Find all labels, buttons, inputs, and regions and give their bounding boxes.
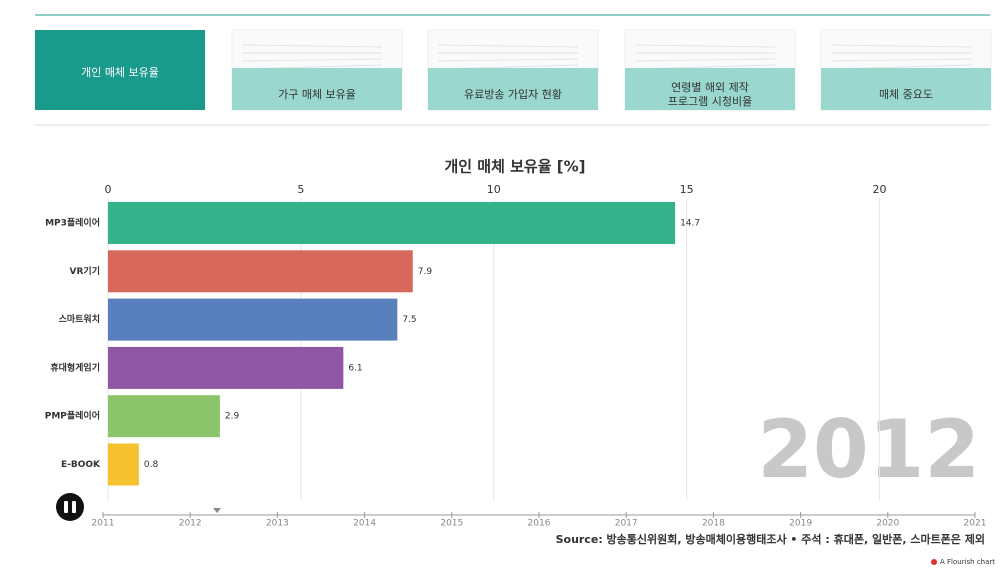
category-label: 스마트워치 [59,313,100,325]
category-label: PMP플레이어 [45,410,100,422]
thumbnail-line [241,58,383,62]
thumbnail-line [437,44,579,48]
pause-icon [72,501,76,513]
thumbnail-line [830,44,972,48]
timeline-label[interactable]: 2011 [92,519,115,529]
x-tick-label: 5 [297,183,304,196]
source: Source: 방송통신위원회, 방송매체이용행태조사 • 주석 : 휴대폰, … [556,532,985,546]
timeline-label[interactable]: 2019 [789,519,812,529]
x-tick-label: 10 [487,183,501,196]
tab-active[interactable] [35,30,205,110]
credit[interactable]: A Flourish chart [940,558,995,566]
timeline-label[interactable]: 2012 [179,519,202,529]
bar [108,346,344,389]
category-label: 휴대형게임기 [50,361,100,373]
timeline-label[interactable]: 2018 [702,519,725,529]
thumbnail-line [830,58,972,62]
value-label: 2.9 [225,412,240,422]
tab-label: 매체 중요도 [879,88,933,101]
bar [108,202,676,244]
timeline-label[interactable]: 2020 [876,519,899,529]
tab-overlay [232,68,402,110]
timeline-label[interactable]: 2017 [615,519,638,529]
timeline-label[interactable]: 2016 [528,519,551,529]
tab-label: 프로그램 시청비율 [668,95,752,108]
x-tick-label: 0 [105,183,112,196]
pause-icon [64,501,68,513]
timeline: 2011 2012 2013 2014 2015 2016 2017 2018 2019 2020… [56,493,986,529]
thumbnail-line [241,44,383,48]
value-label: 6.1 [348,363,362,373]
thumbnail-line [634,58,776,62]
tab-overlay [428,68,598,110]
value-label: 7.9 [418,267,433,277]
timeline-label[interactable]: 2013 [266,519,289,529]
category-label: E-BOOK [61,460,101,470]
chart-title: 개인 매체 보유율 [%] [444,158,585,176]
tab-label: 개인 매체 보유율 [81,66,159,79]
thumbnail-line [634,44,776,48]
timeline-label[interactable]: 2021 [964,519,987,529]
bar [108,250,413,293]
x-tick-label: 20 [873,183,887,196]
thumbnail-line [437,58,579,62]
pause-button[interactable] [56,493,84,521]
category-label: VR기기 [70,265,100,277]
tab-overlay [625,68,795,110]
credit-logo [931,559,937,565]
bar [108,395,220,438]
timeline-label[interactable]: 2014 [353,519,376,529]
value-label: 14.7 [680,219,700,229]
year-label: 2012 [757,403,980,496]
timeline-label[interactable]: 2015 [440,519,463,529]
category-label: MP3플레이어 [45,217,100,229]
tab-label: 가구 매체 보유율 [278,88,356,101]
tab-label: 유료방송 가입자 현황 [464,88,562,101]
tab-label: 연령별 해외 제작 [671,80,749,94]
bar [108,298,398,341]
value-label: 7.5 [402,315,416,325]
tab-overlay [821,68,991,110]
chart: 2012 0 5 10 15 20 MP3플레이어 14.7 VR기기 7.9 스마트워치 7.5 휴대… [45,183,980,500]
timeline-handle[interactable] [213,508,221,513]
value-label: 0.8 [144,460,159,470]
bar [108,443,139,486]
x-tick-label: 15 [680,183,694,196]
